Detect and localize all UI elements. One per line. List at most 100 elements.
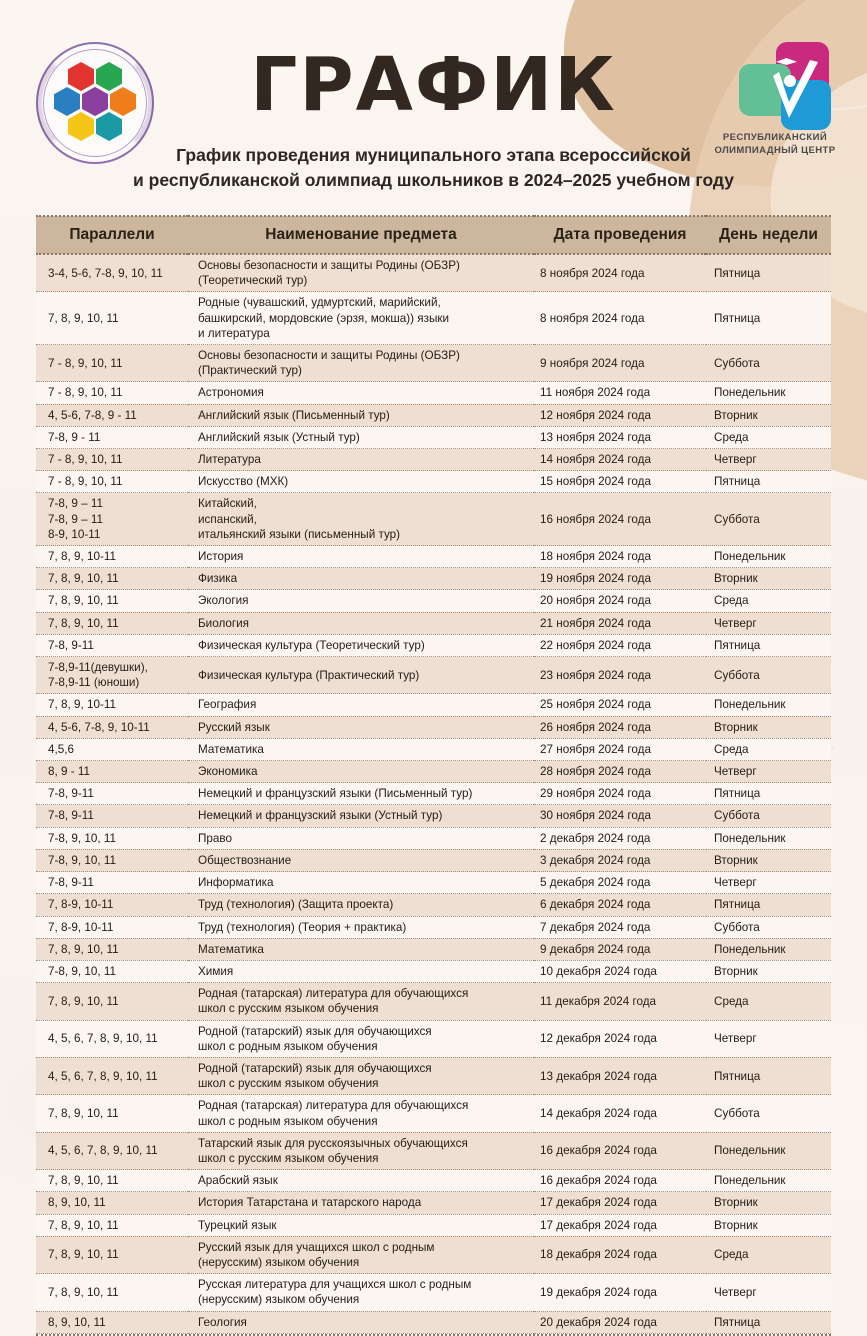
column-header-subject: Наименование предмета bbox=[188, 216, 534, 254]
cell-day: Суббота bbox=[706, 804, 831, 828]
logo-caption-line1: РЕСПУБЛИКАНСКИЙ bbox=[722, 132, 828, 143]
table-row: 7, 8, 9, 10, 11 Русский язык для учащихся… bbox=[36, 1236, 831, 1275]
cell-subject: Экология bbox=[188, 589, 534, 613]
cell-date: 27 ноября 2024 года bbox=[534, 738, 706, 762]
cell-parallels: 7-8, 9 – 11 7-8, 9 – 11 8-9, 10-11 bbox=[36, 492, 188, 547]
cell-day: Понедельник bbox=[706, 1169, 831, 1193]
cell-subject: Английский язык (Устный тур) bbox=[188, 426, 534, 450]
table-row: 7-8, 9, 10, 11 Химия 10 декабря 2024 года В… bbox=[36, 960, 831, 984]
cell-day: Вторник bbox=[706, 567, 831, 591]
cell-day: Среда bbox=[706, 589, 831, 613]
cell-date: 16 декабря 2024 года bbox=[534, 1169, 706, 1193]
cell-subject: Турецкий язык bbox=[188, 1214, 534, 1237]
table-row: 7, 8, 9, 10, 11 Турецкий язык 17 декабря 2… bbox=[36, 1214, 831, 1237]
cell-day: Понедельник bbox=[706, 1132, 831, 1171]
cell-parallels: 7-8, 9-11 bbox=[36, 634, 188, 658]
hex-red-icon bbox=[68, 62, 94, 91]
table-row: 4, 5, 6, 7, 8, 9, 10, 11 Родной (татарски… bbox=[36, 1020, 831, 1058]
cell-day: Пятница bbox=[706, 291, 831, 346]
hex-green-icon bbox=[96, 62, 122, 91]
cell-subject: Литература bbox=[188, 448, 534, 472]
cell-day: Вторник bbox=[706, 404, 831, 427]
cell-parallels: 8, 9, 10, 11 bbox=[36, 1191, 188, 1215]
cell-parallels: 3-4, 5-6, 7-8, 9, 10, 11 bbox=[36, 254, 188, 293]
cell-day: Четверг bbox=[706, 1273, 831, 1312]
cell-subject: Право bbox=[188, 827, 534, 850]
cell-parallels: 4, 5, 6, 7, 8, 9, 10, 11 bbox=[36, 1020, 188, 1058]
cell-date: 12 ноября 2024 года bbox=[534, 404, 706, 427]
cell-date: 8 ноября 2024 года bbox=[534, 254, 706, 293]
cell-date: 8 ноября 2024 года bbox=[534, 291, 706, 346]
table-row: 7-8, 9-11 Немецкий и французский языки (П… bbox=[36, 782, 831, 806]
table-row: 7-8, 9 - 11 Английский язык (Устный тур) 1… bbox=[36, 426, 831, 450]
table-row: 7, 8, 9, 10, 11 Русская литература для уч… bbox=[36, 1273, 831, 1312]
table-row: 7, 8-9, 10-11 Труд (технология) (Теория +… bbox=[36, 916, 831, 939]
cell-subject: История Татарстана и татарского народа bbox=[188, 1191, 534, 1215]
table-row: 7-8, 9-11 Информатика 5 декабря 2024 года Ч… bbox=[36, 871, 831, 895]
table-row: 8, 9 - 11 Экономика 28 ноября 2024 года Чет… bbox=[36, 760, 831, 784]
cell-date: 29 ноября 2024 года bbox=[534, 782, 706, 806]
cell-date: 13 декабря 2024 года bbox=[534, 1057, 706, 1096]
cell-parallels: 7, 8, 9, 10, 11 bbox=[36, 1214, 188, 1237]
table-row: 7 - 8, 9, 10, 11 Литература 14 ноября 2024… bbox=[36, 448, 831, 472]
table-row: 4, 5, 6, 7, 8, 9, 10, 11 Родной (татарски… bbox=[36, 1057, 831, 1096]
cell-date: 5 декабря 2024 года bbox=[534, 871, 706, 895]
table-row: 7 - 8, 9, 10, 11 Искусство (МХК) 15 ноября… bbox=[36, 470, 831, 494]
cell-parallels: 4, 5-6, 7-8, 9 - 11 bbox=[36, 404, 188, 427]
table-row: 8, 9, 10, 11 История Татарстана и татарск… bbox=[36, 1191, 831, 1215]
cell-parallels: 7 - 8, 9, 10, 11 bbox=[36, 381, 188, 405]
cell-day: Суббота bbox=[706, 344, 831, 383]
cell-subject: География bbox=[188, 693, 534, 717]
table-body: 3-4, 5-6, 7-8, 9, 10, 11 Основы безопасно… bbox=[36, 254, 831, 1334]
cell-parallels: 8, 9, 10, 11 bbox=[36, 1311, 188, 1334]
cell-parallels: 7-8, 9-11 bbox=[36, 804, 188, 828]
cell-parallels: 4,5,6 bbox=[36, 738, 188, 762]
cell-date: 21 ноября 2024 года bbox=[534, 612, 706, 635]
cell-date: 17 декабря 2024 года bbox=[534, 1191, 706, 1215]
cell-subject: Родной (татарский) язык для обучающихся … bbox=[188, 1020, 534, 1058]
cell-parallels: 7, 8, 9, 10-11 bbox=[36, 693, 188, 717]
cell-date: 19 декабря 2024 года bbox=[534, 1273, 706, 1312]
cell-subject: Геология bbox=[188, 1311, 534, 1334]
table-row: 7, 8, 9, 10, 11 Биология 21 ноября 2024 го… bbox=[36, 612, 831, 635]
cell-parallels: 7, 8, 9, 10, 11 bbox=[36, 982, 188, 1021]
cell-subject: Основы безопасности и защиты Родины (ОБЗ… bbox=[188, 344, 534, 383]
cell-subject: Родной (татарский) язык для обучающихся … bbox=[188, 1057, 534, 1096]
cell-subject: Татарский язык для русскоязычных обучающ… bbox=[188, 1132, 534, 1171]
cell-day: Пятница bbox=[706, 470, 831, 494]
logo-caption-line2: ОЛИМПИАДНЫЙ ЦЕНТР bbox=[714, 144, 836, 156]
table-row: 4, 5-6, 7-8, 9 - 11 Английский язык (Пись… bbox=[36, 404, 831, 427]
cell-parallels: 7-8, 9-11 bbox=[36, 782, 188, 806]
cell-date: 16 декабря 2024 года bbox=[534, 1132, 706, 1171]
logo-caption: РЕСПУБЛИКАНСКИЙ ОЛИМПИАДНЫЙ ЦЕНТР bbox=[707, 132, 843, 158]
poster-header: ГРАФИК РЕСПУБЛИКАНСКИЙ ОЛИМПИАДНЫЙ ЦЕНТР… bbox=[0, 0, 867, 215]
graduation-cap-icon bbox=[776, 58, 797, 65]
cell-parallels: 4, 5, 6, 7, 8, 9, 10, 11 bbox=[36, 1057, 188, 1096]
cell-date: 9 ноября 2024 года bbox=[534, 344, 706, 383]
ministry-seal-logo bbox=[36, 42, 154, 164]
table-row: 7 - 8, 9, 10, 11 Основы безопасности и за… bbox=[36, 344, 831, 383]
seal-inner-ring bbox=[43, 49, 147, 157]
cell-subject: Искусство (МХК) bbox=[188, 470, 534, 494]
table-bottom-border bbox=[36, 1333, 831, 1336]
cell-day: Вторник bbox=[706, 716, 831, 739]
cell-parallels: 7-8, 9, 10, 11 bbox=[36, 849, 188, 873]
cell-parallels: 7, 8-9, 10-11 bbox=[36, 893, 188, 917]
cell-date: 10 декабря 2024 года bbox=[534, 960, 706, 984]
cell-day: Среда bbox=[706, 1236, 831, 1275]
cell-parallels: 8, 9 - 11 bbox=[36, 760, 188, 784]
cell-day: Пятница bbox=[706, 634, 831, 658]
cell-parallels: 7, 8, 9, 10, 11 bbox=[36, 1273, 188, 1312]
cell-date: 19 ноября 2024 года bbox=[534, 567, 706, 591]
cell-date: 11 декабря 2024 года bbox=[534, 982, 706, 1021]
table-row: 7, 8, 9, 10, 11 Экология 20 ноября 2024 го… bbox=[36, 589, 831, 613]
cell-subject: Родная (татарская) литература для обучаю… bbox=[188, 1094, 534, 1133]
cell-subject: Русский язык для учащихся школ с родным … bbox=[188, 1236, 534, 1275]
cell-subject: История bbox=[188, 545, 534, 569]
cell-day: Пятница bbox=[706, 893, 831, 917]
cell-date: 18 декабря 2024 года bbox=[534, 1236, 706, 1275]
cell-day: Суббота bbox=[706, 656, 831, 695]
schedule-table-wrapper: Параллели Наименование предмета Дата про… bbox=[36, 215, 831, 1336]
cell-parallels: 7, 8, 9, 10, 11 bbox=[36, 291, 188, 346]
column-header-date: Дата проведения bbox=[534, 216, 706, 254]
